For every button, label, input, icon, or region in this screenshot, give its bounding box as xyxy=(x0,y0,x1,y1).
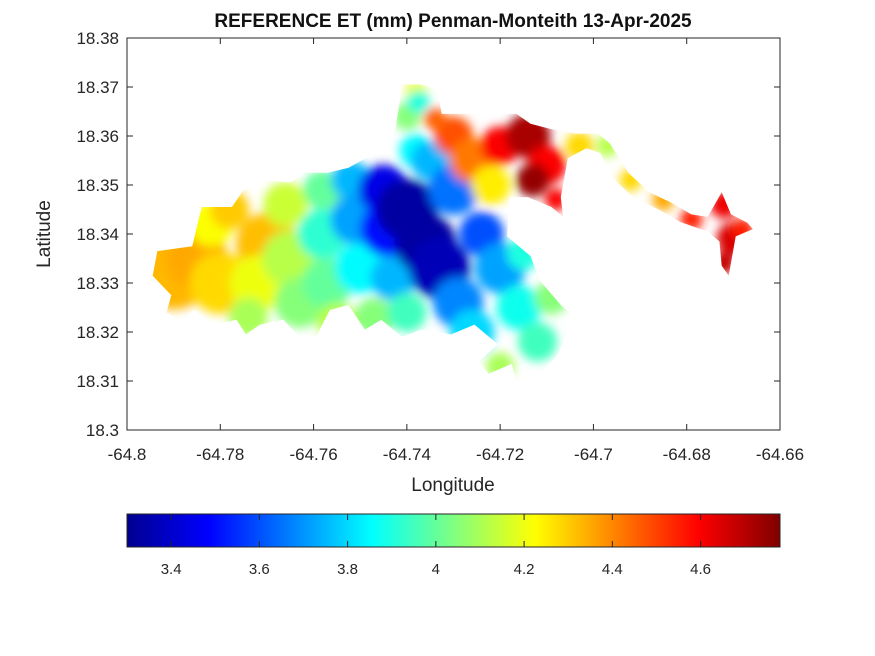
y-axis-label: Latitude xyxy=(34,200,55,268)
x-axis: -64.8 -64.78 -64.76 -64.74 -64.72 -64.7 -64.68… xyxy=(108,38,804,464)
colorbar-tick-label: 4.4 xyxy=(602,561,623,578)
et-field-cell xyxy=(517,322,558,362)
et-field-cell xyxy=(263,182,308,228)
colorbar xyxy=(126,513,781,548)
y-tick-label: 18.3 xyxy=(86,421,119,440)
et-field-cell xyxy=(423,107,446,131)
y-tick-label: 18.31 xyxy=(76,372,119,391)
et-field-cell xyxy=(407,90,430,113)
y-tick-label: 18.38 xyxy=(76,29,119,48)
colorbar-tick-label: 3.4 xyxy=(161,561,182,578)
x-tick-label: -64.66 xyxy=(756,445,804,464)
x-tick-label: -64.72 xyxy=(476,445,524,464)
chart-title: REFERENCE ET (mm) Penman-Monteith 13-Apr… xyxy=(214,11,692,32)
colorbar-tick-label: 3.6 xyxy=(249,561,270,578)
colorbar-tick-label: 4.2 xyxy=(514,561,535,578)
y-axis: 18.3 18.31 18.32 18.33 18.34 18.35 18.36 18.37 1… xyxy=(76,29,780,440)
y-tick-label: 18.35 xyxy=(76,176,119,195)
et-field-cell xyxy=(516,163,550,197)
et-field-cell xyxy=(370,255,416,301)
y-tick-label: 18.34 xyxy=(76,225,119,244)
et-field-cell xyxy=(496,285,542,330)
colorbar-tick-label: 3.8 xyxy=(337,561,358,578)
y-tick-label: 18.36 xyxy=(76,127,119,146)
x-tick-label: -64.78 xyxy=(196,445,244,464)
colorbar-tick-label: 4.6 xyxy=(690,561,711,578)
x-axis-label: Longitude xyxy=(411,475,494,496)
y-tick-label: 18.33 xyxy=(76,274,119,293)
colorbar-tick-label: 4 xyxy=(432,561,440,578)
colorbar-ticks: 3.4 3.6 3.8 4 4.2 4.4 4.6 xyxy=(161,514,711,578)
et-field-cell xyxy=(471,165,511,205)
x-tick-label: -64.76 xyxy=(289,445,337,464)
et-field-cell xyxy=(387,292,427,332)
x-tick-label: -64.7 xyxy=(574,445,613,464)
y-tick-label: 18.37 xyxy=(76,78,119,97)
x-tick-label: -64.8 xyxy=(108,445,147,464)
x-tick-label: -64.68 xyxy=(663,445,711,464)
y-tick-label: 18.32 xyxy=(76,323,119,342)
x-tick-label: -64.74 xyxy=(383,445,431,464)
